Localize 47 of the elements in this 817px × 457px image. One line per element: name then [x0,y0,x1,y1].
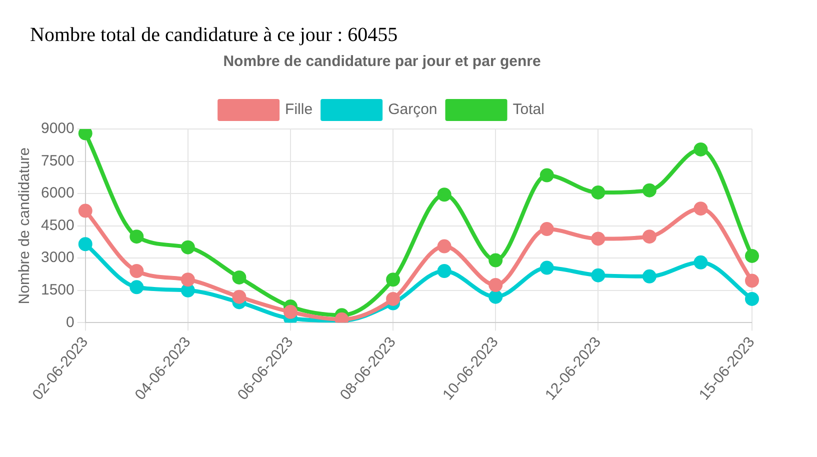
point [180,272,195,287]
point [642,230,656,244]
legend-label: Fille [285,101,313,118]
point [642,183,656,198]
point [437,264,452,278]
point [694,255,708,270]
point [488,278,503,292]
point [745,274,759,288]
point [78,204,92,218]
point [437,239,452,254]
legend-label: Garçon [388,101,438,118]
point [540,222,554,236]
point [642,269,656,284]
point [130,230,144,244]
point [745,248,759,263]
y-tick-label: 1500 [40,282,74,299]
point [232,270,246,284]
point [180,283,195,298]
point [694,142,708,156]
point [591,268,606,282]
point [386,272,400,287]
y-tick-label: 9000 [40,120,74,138]
y-axis-title: Nombre de candidature [16,147,34,304]
point [745,292,759,306]
chart-title: Nombre de candidature par jour et par genre [223,53,541,70]
point [232,290,246,304]
point [386,292,400,306]
point [130,280,144,294]
y-tick-label: 0 [66,314,74,331]
point [540,260,554,275]
point [694,202,708,216]
y-tick-label: 6000 [40,184,74,202]
point [180,240,195,254]
point [488,290,503,304]
point [78,237,92,252]
y-tick-label: 4500 [40,216,74,234]
point [283,304,298,319]
point [540,168,554,182]
legend-label: Total [512,101,544,118]
y-tick-label: 7500 [40,152,74,170]
point [488,253,503,268]
text: Nombre total de candidature à ce jour : 60455 [30,24,399,47]
point [437,188,452,202]
point [591,232,606,246]
point [591,185,606,200]
point [130,264,144,278]
y-tick-label: 3000 [40,249,74,266]
